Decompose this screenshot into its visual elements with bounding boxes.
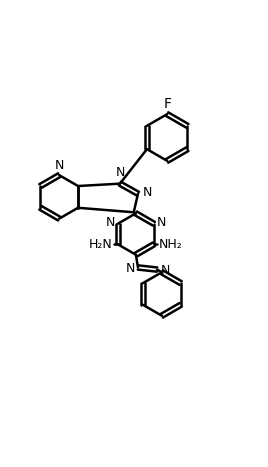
Text: N: N [157, 216, 166, 229]
Text: N: N [125, 262, 135, 275]
Text: F: F [163, 97, 171, 111]
Text: N: N [105, 216, 115, 229]
Text: H₂N: H₂N [89, 238, 113, 251]
Text: N: N [115, 166, 125, 179]
Text: N: N [54, 160, 64, 172]
Text: N: N [160, 264, 170, 277]
Text: N: N [143, 186, 152, 199]
Text: NH₂: NH₂ [159, 238, 183, 251]
